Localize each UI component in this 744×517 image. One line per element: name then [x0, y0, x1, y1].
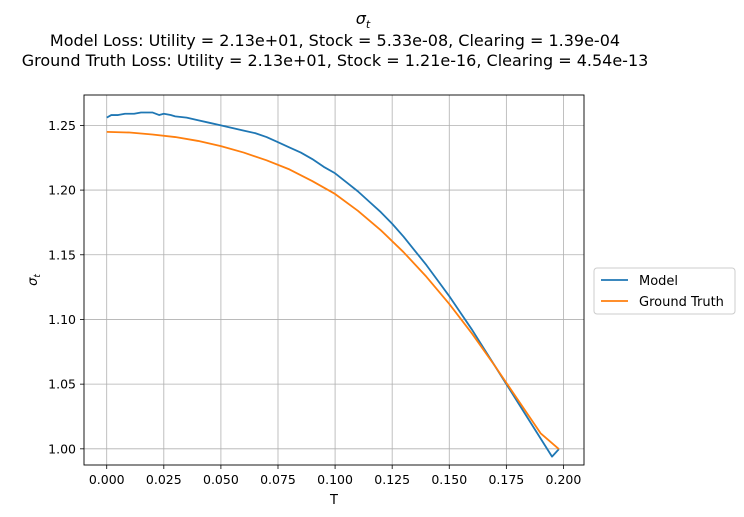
series-line-model [106, 111, 560, 458]
x-axis-label: T [329, 493, 338, 508]
x-tick-label: 0.175 [488, 472, 524, 487]
x-tick-label: 0.000 [89, 472, 125, 487]
series-layer [106, 111, 560, 458]
legend-box [593, 267, 736, 315]
x-tick-label: 0.200 [546, 472, 582, 487]
y-tick-label: 1.15 [48, 247, 76, 262]
legend-label-model: Model [639, 274, 678, 289]
chart-title-symbol: σt [356, 9, 371, 31]
y-tick-label: 1.05 [48, 377, 76, 392]
x-tick-label: 0.075 [260, 472, 296, 487]
ticks: 0.000 0.025 0.050 0.075 0.100 0.125 0.150 0.175… [48, 118, 581, 487]
x-tick-label: 0.150 [431, 472, 467, 487]
chart-title-model-loss: Model Loss: Utility = 2.13e+01, Stock = … [50, 31, 620, 50]
grid [84, 95, 584, 465]
y-tick-label: 1.25 [48, 118, 76, 133]
chart-title-ground-truth-loss: Ground Truth Loss: Utility = 2.13e+01, S… [22, 51, 649, 70]
y-tick-label: 1.00 [48, 441, 76, 456]
y-axis-label: σt [26, 274, 43, 286]
x-tick-label: 0.050 [203, 472, 239, 487]
legend: Model Ground Truth [593, 267, 736, 315]
x-tick-label: 0.025 [146, 472, 182, 487]
series-line-ground-truth [106, 130, 560, 450]
y-tick-label: 1.20 [48, 183, 76, 198]
legend-label-ground-truth: Ground Truth [639, 295, 724, 310]
x-tick-label: 0.100 [317, 472, 353, 487]
y-tick-label: 1.10 [48, 312, 76, 327]
plot-frame [83, 94, 585, 466]
x-tick-label: 0.125 [374, 472, 410, 487]
